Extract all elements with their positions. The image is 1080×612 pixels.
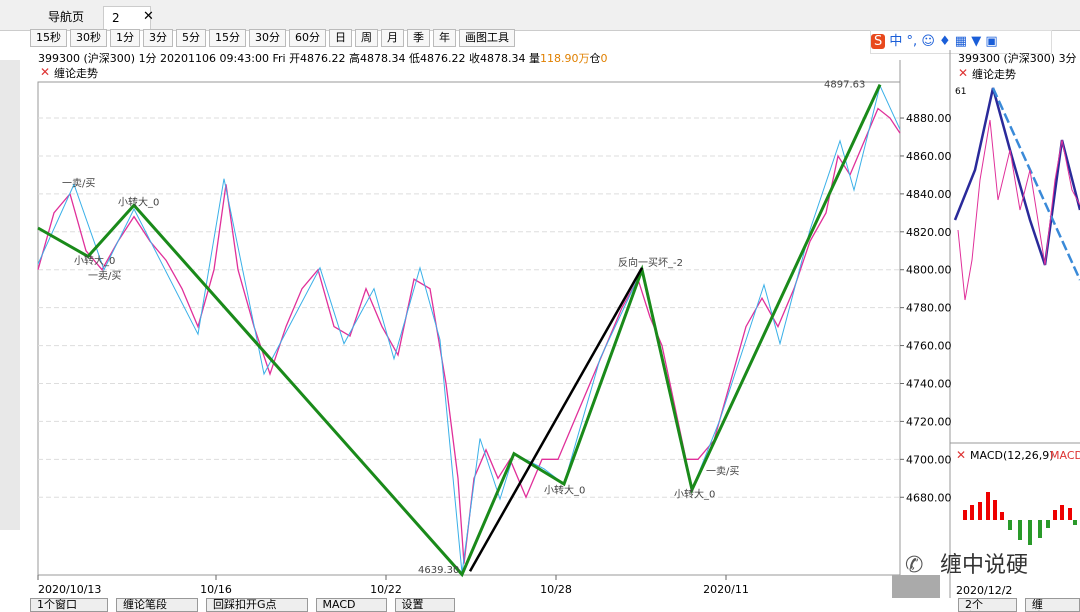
period-button[interactable]: 季: [407, 29, 430, 47]
close-icon[interactable]: ✕: [40, 65, 50, 79]
close-tab[interactable]: ✕: [143, 9, 154, 24]
symbol: 399300 (沪深300) 1分 20201106 09:43:00 Fri: [38, 52, 286, 65]
period-button[interactable]: 30分: [249, 29, 286, 47]
period-button[interactable]: 3分: [143, 29, 173, 47]
side-pen: [953, 87, 1080, 266]
macd-bars: [963, 492, 1072, 520]
info-line: 399300 (沪深300) 1分 20201106 09:43:00 Fri …: [38, 50, 608, 66]
chart-title: 缠论走势: [54, 66, 98, 80]
y-tick-label: 4840.00: [906, 188, 952, 201]
annotation: 小转大_0: [118, 195, 159, 208]
bottom-bar: 1个窗口 缠论笔段 回踩扣开G点 MACD 设置: [30, 598, 455, 612]
left-strip: [0, 60, 20, 530]
price-line: [37, 107, 901, 564]
annotation: 4897.63: [824, 80, 865, 91]
position: 0: [600, 52, 608, 65]
y-tick-label: 4820.00: [906, 226, 952, 239]
watermark: 缠中说硬: [940, 553, 1028, 578]
position-label: 仓: [589, 52, 601, 65]
x-tick-label: 10/16: [200, 583, 232, 596]
tab[interactable]: 导航页: [48, 10, 85, 24]
side-segment: [991, 87, 1080, 281]
period-button[interactable]: 15秒: [30, 29, 67, 47]
watermark-icon: ✆: [905, 553, 923, 578]
x-tick-label: 10/28: [540, 583, 572, 596]
annotation: 小转大_0: [544, 483, 585, 496]
x-tick-label: 10/22: [370, 583, 402, 596]
period-button[interactable]: 日: [329, 29, 352, 47]
tab-bar: 导航页 2 ✕: [0, 0, 1080, 31]
y-tick-label: 4700.00: [906, 453, 952, 466]
macd-label: MACD: [1050, 449, 1080, 462]
period-button[interactable]: 30秒: [70, 29, 107, 47]
side-bottom-bar: 2个窗口缠论笔: [958, 598, 1080, 612]
price-line: [37, 83, 882, 578]
annotation: 小转大_0: [674, 487, 715, 500]
period-button[interactable]: 月: [381, 29, 404, 47]
annotation: 反向一买坏_-2: [618, 256, 683, 269]
side-label: 61: [955, 87, 966, 97]
period-button[interactable]: 15分: [209, 29, 246, 47]
y-tick-label: 4860.00: [906, 150, 952, 163]
price-line: [37, 84, 901, 574]
x-tick-label: 2020/10/13: [38, 583, 101, 596]
side-price: [957, 119, 1080, 301]
side-indicator: 缠论走势: [972, 67, 1016, 81]
y-tick-label: 4880.00: [906, 112, 952, 125]
annotation: 一卖/买: [706, 466, 739, 478]
ime-logo: S: [871, 34, 886, 49]
price-line: [468, 267, 644, 572]
y-tick-label: 4800.00: [906, 264, 952, 277]
scroll-thumb[interactable]: [892, 575, 940, 598]
macd-bars: [1008, 520, 1077, 545]
period-button[interactable]: 年: [433, 29, 456, 47]
toolbar: 15秒 30秒 1分 3分 5分 15分 30分 60分日周月季年画图工具: [30, 29, 518, 47]
macd-label: MACD(12,26,9): [970, 449, 1054, 462]
side-panel: 399300 (沪深300) 3分 ✕ 缠论走势 61 ✕ MACD(12,26…: [950, 51, 1080, 597]
annotation: 4639.30: [418, 565, 459, 576]
side-title: 399300 (沪深300) 3分: [958, 51, 1077, 65]
y-tick-label: 4760.00: [906, 340, 952, 353]
period-button[interactable]: 5分: [176, 29, 206, 47]
ime-mode[interactable]: 中: [889, 34, 903, 49]
y-tick-label: 4780.00: [906, 302, 952, 315]
period-button[interactable]: 周: [355, 29, 378, 47]
close-icon[interactable]: ✕: [956, 448, 966, 462]
chart: ✕ 缠论走势 399300 (沪深300) 3分 ✕ 缠论走势 61 ✕ MAC…: [0, 50, 1080, 598]
annotation: 一卖/买: [88, 270, 121, 282]
close-icon[interactable]: ✕: [958, 66, 968, 80]
ime-bar: S 中 °, ☺ ♦ ▦ ▼ ▣: [870, 30, 1052, 54]
period-button[interactable]: 1分: [110, 29, 140, 47]
tab[interactable]: 2: [103, 6, 151, 29]
y-tick-label: 4740.00: [906, 377, 952, 390]
annotation: 小转大_0: [74, 254, 115, 267]
period-button[interactable]: 60分: [289, 29, 326, 47]
side-date: 2020/12/2: [956, 584, 1012, 597]
x-tick-label: 2020/11: [703, 583, 749, 596]
ohlc: 开4876.22 高4878.34 低4876.22 收4878.34 量: [289, 52, 540, 65]
y-tick-label: 4680.00: [906, 491, 952, 504]
y-tick-label: 4720.00: [906, 415, 952, 428]
volume: 118.90万: [540, 52, 590, 65]
annotation: 一卖/买: [62, 177, 95, 189]
period-button[interactable]: 画图工具: [459, 29, 515, 47]
